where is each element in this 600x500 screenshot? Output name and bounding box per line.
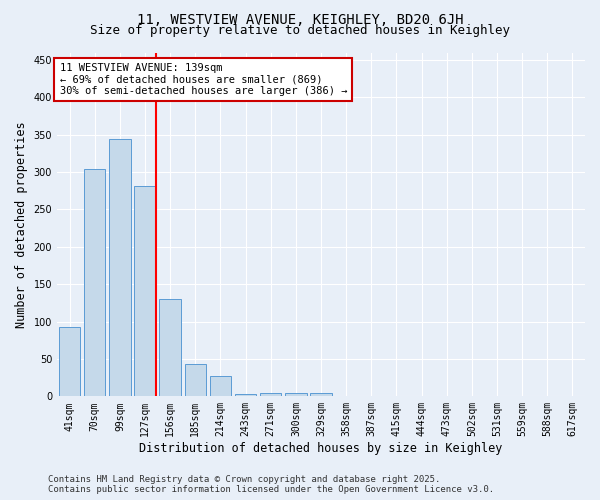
Bar xyxy=(210,376,231,396)
Y-axis label: Number of detached properties: Number of detached properties xyxy=(15,121,28,328)
Bar xyxy=(84,169,106,396)
Bar xyxy=(134,186,156,396)
Bar xyxy=(160,299,181,396)
Text: 11, WESTVIEW AVENUE, KEIGHLEY, BD20 6JH: 11, WESTVIEW AVENUE, KEIGHLEY, BD20 6JH xyxy=(137,12,463,26)
Bar xyxy=(260,392,281,396)
Bar xyxy=(235,394,256,396)
Bar xyxy=(109,139,131,396)
Bar xyxy=(59,327,80,396)
Bar xyxy=(285,394,307,396)
Bar xyxy=(310,394,332,396)
X-axis label: Distribution of detached houses by size in Keighley: Distribution of detached houses by size … xyxy=(139,442,503,455)
Text: Contains HM Land Registry data © Crown copyright and database right 2025.
Contai: Contains HM Land Registry data © Crown c… xyxy=(48,474,494,494)
Text: 11 WESTVIEW AVENUE: 139sqm
← 69% of detached houses are smaller (869)
30% of sem: 11 WESTVIEW AVENUE: 139sqm ← 69% of deta… xyxy=(59,63,347,96)
Bar xyxy=(185,364,206,396)
Text: Size of property relative to detached houses in Keighley: Size of property relative to detached ho… xyxy=(90,24,510,37)
